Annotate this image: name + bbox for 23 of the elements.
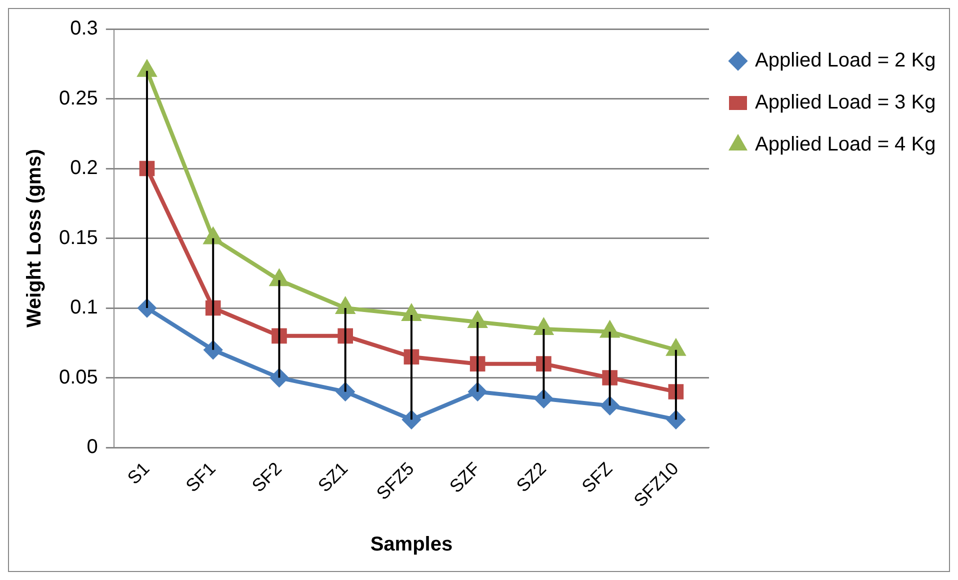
legend-label: Applied Load = 2 Kg — [755, 50, 936, 72]
legend-label: Applied Load = 4 Kg — [755, 134, 936, 156]
x-axis-title: Samples — [370, 534, 453, 556]
x-tick-label: SF2 — [248, 458, 286, 496]
y-tick-label: 0.3 — [70, 18, 98, 40]
point — [138, 60, 156, 77]
y-tick-label: 0.25 — [58, 87, 98, 110]
x-tick-label: SZ1 — [314, 458, 352, 496]
x-tick-label: SZ2 — [512, 458, 550, 496]
y-tick-label: 0 — [86, 436, 98, 458]
point — [204, 228, 222, 244]
y-tick-label: 0.15 — [58, 226, 98, 249]
point — [336, 298, 354, 314]
y-axis-title: Weight Loss (gms) — [24, 149, 46, 328]
y-tick-label: 0.05 — [58, 366, 98, 388]
y-tick-label: 0.2 — [70, 157, 98, 180]
x-tick-label: SFZ — [578, 458, 616, 497]
legend-label: Applied Load = 3 Kg — [755, 92, 936, 114]
point — [270, 270, 288, 286]
x-tick-label: SZF — [446, 458, 484, 497]
y-tick-label: 0.1 — [70, 296, 98, 319]
x-tick-label: S1 — [124, 458, 154, 488]
x-tick-label: SF1 — [182, 458, 220, 496]
